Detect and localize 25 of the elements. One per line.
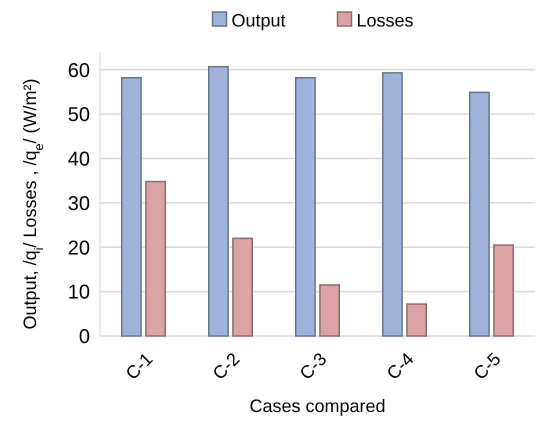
legend-label: Losses [356,10,414,30]
y-tick-label: 40 [68,148,90,170]
bar [319,284,340,337]
bar [145,180,166,337]
x-tick-label: C-5 [470,348,505,384]
y-tick-label: 0 [78,326,90,348]
x-axis-title: Cases compared [249,396,386,416]
bar [232,238,253,337]
y-tick-label: 20 [68,237,90,260]
x-tick-label: C-2 [208,348,244,384]
y-tick-label: 60 [68,60,90,82]
bar [208,66,229,337]
bar [493,244,514,337]
bar [406,303,427,337]
bar [121,76,142,337]
y-tick-label: 10 [68,282,90,304]
y-tick-label: 50 [68,104,90,126]
legend-label: Output [232,10,286,30]
bar [382,72,403,337]
y-tick-label: 30 [68,192,90,215]
bar [469,92,490,337]
x-tick-label: C-1 [122,348,157,384]
bar [295,76,316,337]
x-tick-label: C-3 [296,348,331,384]
x-tick-label: C-4 [382,348,418,384]
